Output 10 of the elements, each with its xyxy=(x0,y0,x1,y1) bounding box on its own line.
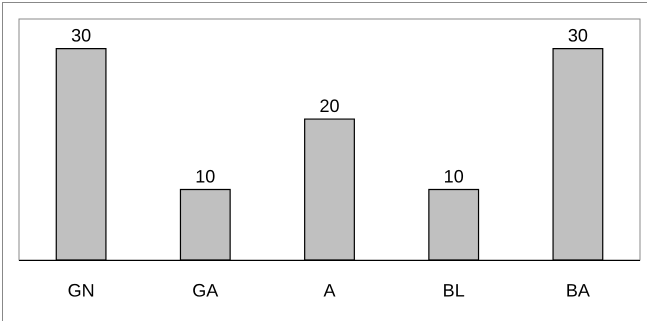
x-tick-label: GA xyxy=(192,280,218,301)
data-label: 30 xyxy=(71,26,92,46)
x-tick-label: GN xyxy=(68,280,95,301)
x-tick-label: BL xyxy=(442,280,465,301)
data-label: 10 xyxy=(195,166,216,187)
data-label: 20 xyxy=(319,96,340,116)
data-label: 30 xyxy=(568,26,588,46)
x-tick-label: BA xyxy=(566,280,590,301)
data-label: 10 xyxy=(444,166,464,187)
x-tick-label: A xyxy=(323,280,336,301)
